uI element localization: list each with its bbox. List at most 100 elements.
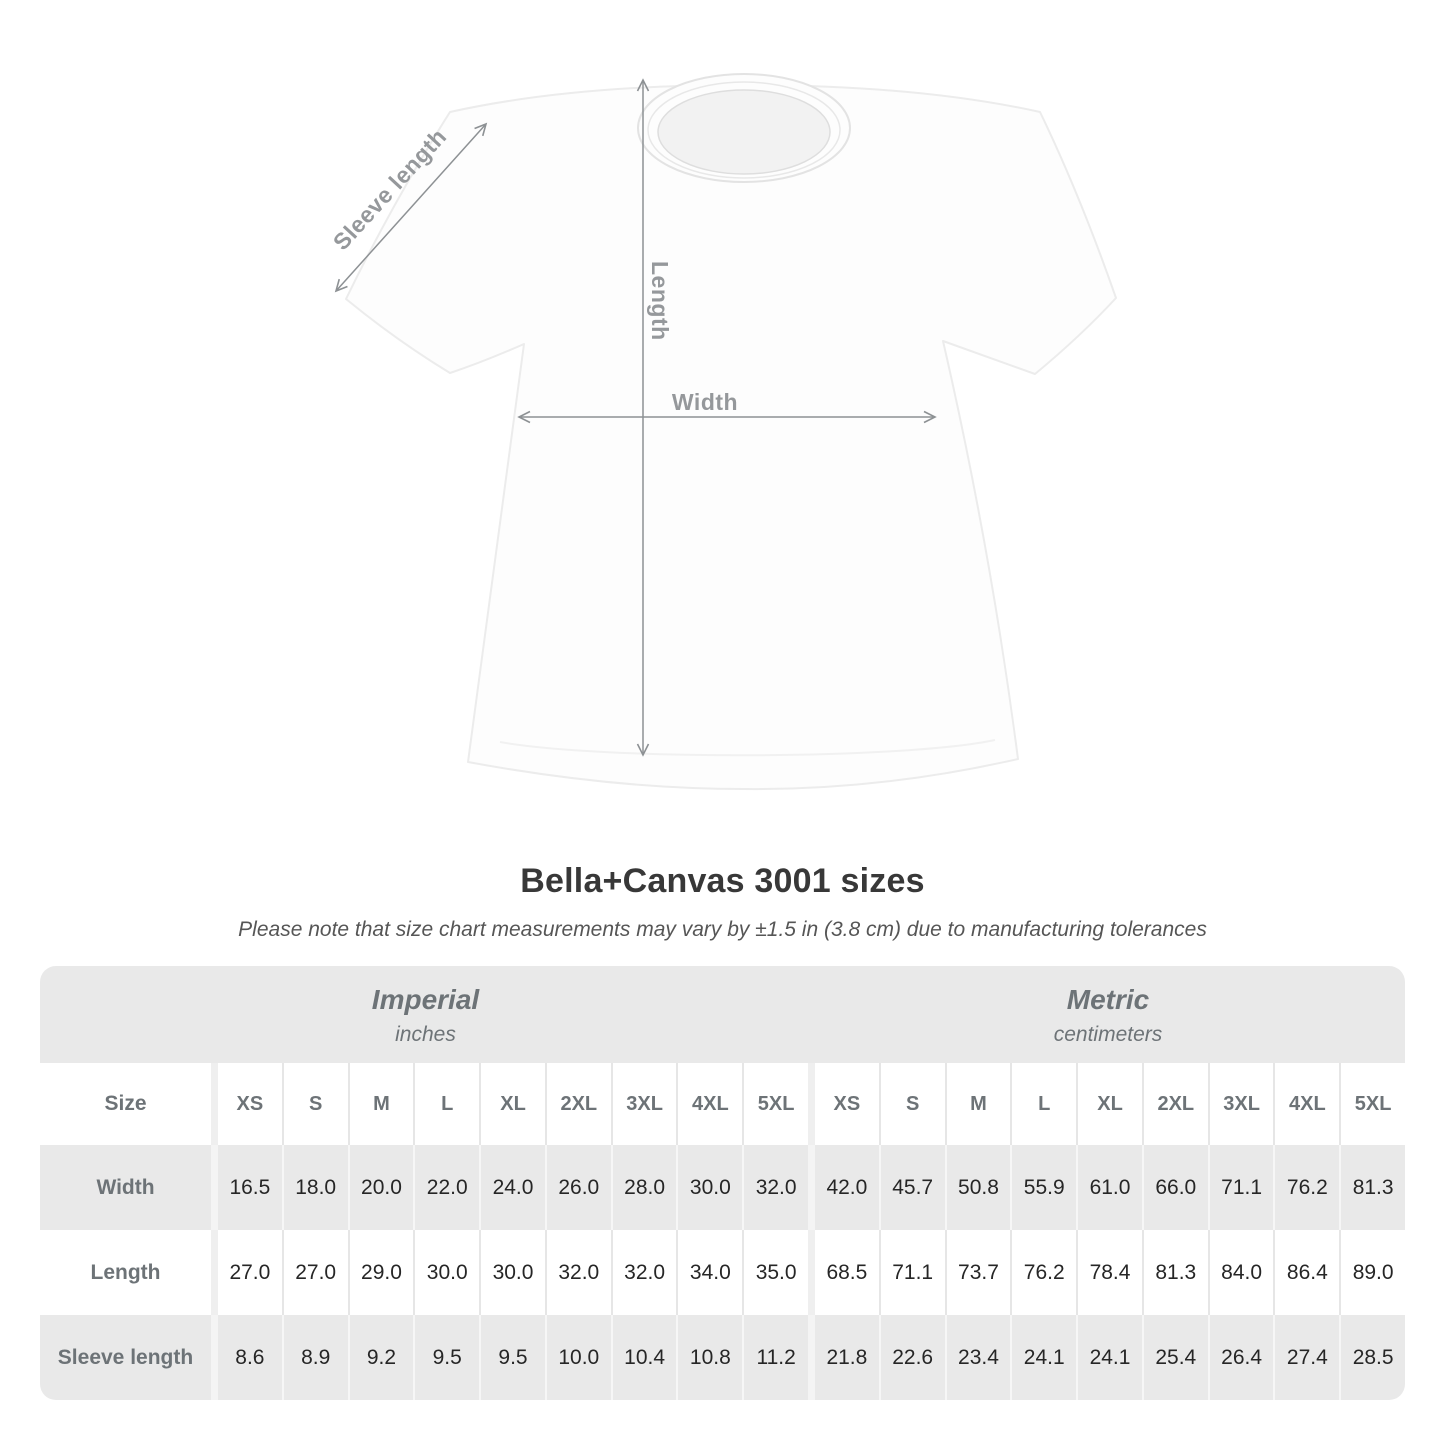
length-value: 86.4 (1273, 1230, 1339, 1315)
size-column-header: 3XL (1207, 1063, 1274, 1145)
length-value: 78.4 (1076, 1230, 1142, 1315)
row-label-length: Length (90, 1260, 161, 1284)
width-value: 61.0 (1076, 1145, 1142, 1230)
sleeve-length-value: 27.4 (1273, 1315, 1339, 1400)
size-column-header: 2XL (544, 1063, 611, 1145)
sleeve-length-value: 9.2 (347, 1315, 414, 1400)
hem-shadow (499, 739, 996, 757)
width-value: 30.0 (676, 1145, 742, 1230)
size-column-header: 4XL (676, 1063, 742, 1145)
imperial-size-headers: XS S M L XL 2XL 3XL 4XL 5XL (211, 1063, 808, 1145)
length-value: 35.0 (742, 1230, 808, 1315)
size-column-header: L (413, 1063, 479, 1145)
size-column-header: L (1010, 1063, 1076, 1145)
metric-unit-label: centimeters (1053, 1023, 1163, 1046)
imperial-header: Imperial inches (40, 966, 811, 1063)
length-value: 30.0 (479, 1230, 545, 1315)
sleeve-length-value: 8.6 (235, 1345, 265, 1369)
sleeve-length-value: 22.6 (878, 1315, 945, 1400)
width-value: 20.0 (347, 1145, 414, 1230)
length-value: 71.1 (878, 1230, 945, 1315)
length-row: Length 27.0 27.0 29.0 30.0 30.0 32.0 32.0 34.0 3… (40, 1230, 1405, 1315)
metric-title: Metric (1066, 984, 1150, 1015)
length-value: 81.3 (1141, 1230, 1208, 1315)
sleeve-length-value: 10.4 (610, 1315, 677, 1400)
size-chart-title: Bella+Canvas 3001 sizes (520, 862, 925, 900)
width-value: 22.0 (413, 1145, 479, 1230)
neck-hole (657, 89, 831, 175)
size-column-header: 5XL (742, 1063, 808, 1145)
length-value: 84.0 (1207, 1230, 1274, 1315)
width-value: 24.0 (479, 1145, 545, 1230)
size-column-header: XS (236, 1092, 264, 1115)
width-value: 32.0 (742, 1145, 808, 1230)
size-column-header: M (944, 1063, 1011, 1145)
sleeve-length-value: 9.5 (413, 1315, 479, 1400)
imperial-title: Imperial (371, 984, 480, 1015)
tshirt-figure: Sleeve length Length Width (328, 73, 1117, 791)
length-value: 30.0 (413, 1230, 479, 1315)
length-label: Length (647, 261, 673, 341)
length-value: 73.7 (944, 1230, 1011, 1315)
width-label: Width (671, 389, 739, 415)
sleeve-length-value: 11.2 (742, 1315, 808, 1400)
sleeve-length-value: 9.5 (479, 1315, 545, 1400)
width-value: 42.0 (826, 1175, 868, 1199)
sleeve-imperial-values: 8.6 8.9 9.2 9.5 9.5 10.0 10.4 10.8 11.2 (211, 1315, 808, 1400)
sleeve-length-row: Sleeve length 8.6 8.9 9.2 9.5 9.5 10.0 10.4 10.… (40, 1315, 1405, 1400)
imperial-unit-label: inches (395, 1023, 456, 1046)
size-column-header: XL (479, 1063, 545, 1145)
size-column-header: 3XL (610, 1063, 677, 1145)
tshirt-graphic (334, 73, 1117, 791)
width-value: 50.8 (944, 1145, 1011, 1230)
length-imperial-values: 27.0 27.0 29.0 30.0 30.0 32.0 32.0 34.0 35.0 (211, 1230, 808, 1315)
sleeve-length-arrow (334, 122, 488, 293)
sleeve-length-value: 28.5 (1339, 1315, 1405, 1400)
size-table: Imperial inches Metric centimeters Size … (40, 966, 1405, 1400)
size-column-header: M (347, 1063, 414, 1145)
sleeve-length-value: 24.1 (1010, 1315, 1076, 1400)
sleeve-length-value: 23.4 (944, 1315, 1011, 1400)
row-label-size: Size (104, 1092, 147, 1115)
length-value: 68.5 (826, 1260, 868, 1284)
width-value: 81.3 (1339, 1145, 1405, 1230)
sleeve-length-value: 21.8 (826, 1345, 868, 1369)
size-chart-note: Please note that size chart measurements… (238, 918, 1207, 941)
row-label-width: Width (96, 1175, 155, 1199)
length-value: 32.0 (610, 1230, 677, 1315)
size-header-row: Size XS S M L XL 2XL 3XL 4XL 5XL XS S M L XL 2XL 3XL 4X… (40, 1063, 1405, 1145)
width-value: 26.0 (544, 1145, 611, 1230)
size-column-header: 4XL (1273, 1063, 1339, 1145)
sleeve-length-value: 26.4 (1207, 1315, 1274, 1400)
length-value: 27.0 (229, 1260, 271, 1284)
length-value: 34.0 (676, 1230, 742, 1315)
row-label-sleeve-length: Sleeve length (57, 1345, 194, 1369)
length-value: 29.0 (347, 1230, 414, 1315)
width-value: 71.1 (1207, 1145, 1274, 1230)
width-value: 55.9 (1010, 1145, 1076, 1230)
width-value: 18.0 (281, 1145, 348, 1230)
width-imperial-values: 16.5 18.0 20.0 22.0 24.0 26.0 28.0 30.0 32.0 (211, 1145, 808, 1230)
table-header: Imperial inches Metric centimeters (40, 966, 1405, 1063)
sleeve-length-value: 24.1 (1076, 1315, 1142, 1400)
size-column-header: 2XL (1141, 1063, 1208, 1145)
size-column-header: XS (833, 1092, 861, 1115)
tshirt-illustration (345, 73, 1117, 791)
length-metric-values: 68.5 71.1 73.7 76.2 78.4 81.3 84.0 86.4 89.0 (808, 1230, 1405, 1315)
length-value: 76.2 (1010, 1230, 1076, 1315)
width-value: 66.0 (1141, 1145, 1208, 1230)
tshirt-outline (345, 84, 1117, 791)
sleeve-length-value: 10.0 (544, 1315, 611, 1400)
length-value: 32.0 (544, 1230, 611, 1315)
size-column-header: 5XL (1339, 1063, 1405, 1145)
size-column-header: S (281, 1063, 348, 1145)
width-value: 45.7 (878, 1145, 945, 1230)
size-column-header: S (878, 1063, 945, 1145)
sleeve-length-value: 25.4 (1141, 1315, 1208, 1400)
width-value: 76.2 (1273, 1145, 1339, 1230)
metric-header: Metric centimeters (811, 966, 1405, 1063)
width-value: 16.5 (229, 1175, 271, 1199)
size-column-header: XL (1076, 1063, 1142, 1145)
length-value: 27.0 (281, 1230, 348, 1315)
width-row: Width 16.5 18.0 20.0 22.0 24.0 26.0 28.0 30.0 32… (40, 1145, 1405, 1230)
